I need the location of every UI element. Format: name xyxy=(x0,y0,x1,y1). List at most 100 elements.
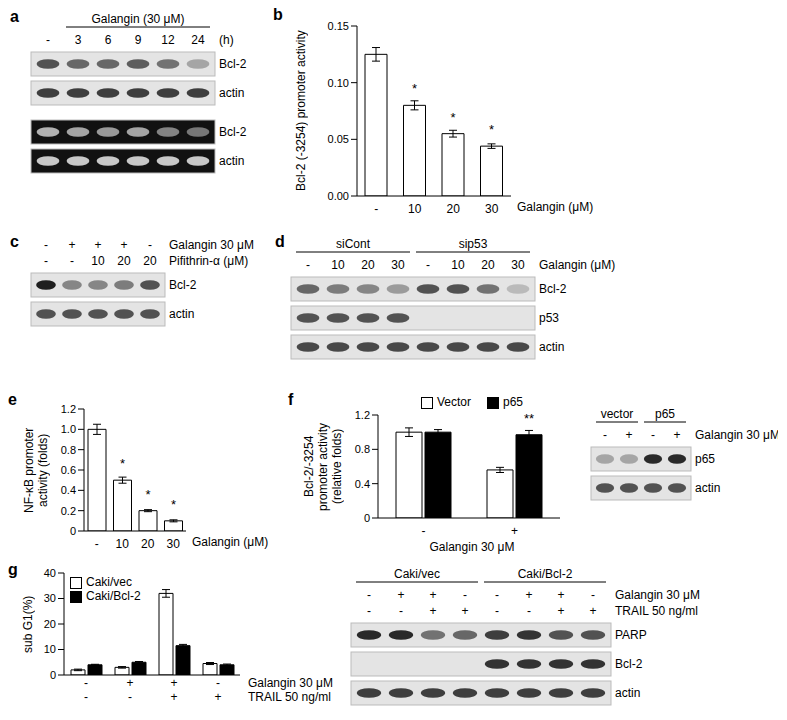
svg-text:+: + xyxy=(126,676,133,690)
svg-text:a: a xyxy=(10,8,19,25)
svg-text:Bcl-2: Bcl-2 xyxy=(539,282,567,296)
svg-text:-: - xyxy=(84,690,88,704)
svg-text:+: + xyxy=(170,690,177,704)
svg-text:-: - xyxy=(46,33,50,47)
svg-text:TRAIL 50 ng/ml: TRAIL 50 ng/ml xyxy=(615,604,698,618)
svg-text:30: 30 xyxy=(511,258,525,272)
svg-text:0.8: 0.8 xyxy=(61,444,76,456)
svg-text:24: 24 xyxy=(191,33,205,47)
svg-text:3: 3 xyxy=(75,33,82,47)
svg-text:-: - xyxy=(495,588,499,602)
svg-text:-: - xyxy=(374,202,378,216)
svg-text:30: 30 xyxy=(485,202,499,216)
svg-text:*: * xyxy=(489,122,494,137)
svg-text:Caki/Bcl-2: Caki/Bcl-2 xyxy=(518,567,573,581)
svg-text:0.8: 0.8 xyxy=(355,443,370,455)
svg-text:c: c xyxy=(10,233,19,250)
svg-text:vector: vector xyxy=(601,407,634,421)
svg-text:Bcl-2: Bcl-2 xyxy=(615,657,643,671)
svg-text:Bcl-2: Bcl-2 xyxy=(219,125,247,139)
svg-text:d: d xyxy=(275,233,285,250)
svg-text:20: 20 xyxy=(117,254,131,268)
svg-text:+: + xyxy=(461,604,468,618)
svg-text:actin: actin xyxy=(615,686,640,700)
svg-text:9: 9 xyxy=(135,33,142,47)
svg-text:actin: actin xyxy=(539,340,564,354)
svg-text:Bcl-2: Bcl-2 xyxy=(219,57,247,71)
svg-text:+: + xyxy=(557,604,564,618)
svg-text:*: * xyxy=(145,487,150,502)
svg-text:sip53: sip53 xyxy=(459,237,488,251)
svg-text:-: - xyxy=(463,588,467,602)
svg-text:0.2: 0.2 xyxy=(61,505,76,517)
svg-text:0.6: 0.6 xyxy=(61,464,76,476)
svg-text:0: 0 xyxy=(70,525,76,537)
svg-text:10: 10 xyxy=(44,643,56,655)
svg-text:0.4: 0.4 xyxy=(61,484,76,496)
svg-text:-: - xyxy=(84,676,88,690)
svg-text:p65: p65 xyxy=(695,452,715,466)
svg-text:0.00: 0.00 xyxy=(328,190,349,202)
svg-text:10: 10 xyxy=(451,258,465,272)
svg-text:0: 0 xyxy=(50,669,56,681)
svg-text:6: 6 xyxy=(105,33,112,47)
svg-text:actin: actin xyxy=(169,307,194,321)
svg-text:30: 30 xyxy=(391,258,405,272)
svg-text:-: - xyxy=(591,588,595,602)
svg-text:Galangin (30 μM): Galangin (30 μM) xyxy=(92,12,185,26)
svg-text:20: 20 xyxy=(141,537,155,551)
svg-text:-: - xyxy=(426,258,430,272)
svg-text:p65: p65 xyxy=(655,407,675,421)
svg-text:-: - xyxy=(128,690,132,704)
svg-text:0.15: 0.15 xyxy=(328,20,349,32)
svg-text:Galangin 30 μM: Galangin 30 μM xyxy=(695,428,778,442)
svg-text:p53: p53 xyxy=(539,311,559,325)
svg-text:12: 12 xyxy=(161,33,175,47)
svg-text:+: + xyxy=(673,428,680,442)
svg-text:-: - xyxy=(367,604,371,618)
svg-text:+: + xyxy=(625,428,632,442)
svg-text:*: * xyxy=(450,110,455,125)
svg-text:-: - xyxy=(44,254,48,268)
svg-text:-: - xyxy=(603,428,607,442)
svg-text:+: + xyxy=(170,676,177,690)
svg-text:-: - xyxy=(399,604,403,618)
svg-text:10: 10 xyxy=(331,258,345,272)
svg-text:1.0: 1.0 xyxy=(61,423,76,435)
svg-text:Pifithrin-α (μM): Pifithrin-α (μM) xyxy=(169,254,248,268)
svg-text:PARP: PARP xyxy=(615,628,647,642)
svg-text:-: - xyxy=(367,588,371,602)
svg-text:0.4: 0.4 xyxy=(355,478,370,490)
svg-text:-: - xyxy=(527,604,531,618)
svg-text:0: 0 xyxy=(364,512,370,524)
svg-text:-: - xyxy=(495,604,499,618)
svg-text:+: + xyxy=(429,604,436,618)
svg-text:20: 20 xyxy=(143,254,157,268)
svg-text:+: + xyxy=(68,238,75,252)
svg-text:0.05: 0.05 xyxy=(328,133,349,145)
svg-text:*: * xyxy=(171,497,176,512)
svg-text:-: - xyxy=(216,676,220,690)
svg-text:+: + xyxy=(214,690,221,704)
svg-text:*: * xyxy=(120,456,125,471)
svg-text:actin: actin xyxy=(219,86,244,100)
svg-text:siCont: siCont xyxy=(336,237,371,251)
svg-text:10: 10 xyxy=(408,202,422,216)
svg-text:+: + xyxy=(120,238,127,252)
svg-text:20: 20 xyxy=(361,258,375,272)
svg-text:actin: actin xyxy=(695,481,720,495)
svg-text:-: - xyxy=(148,238,152,252)
svg-text:20: 20 xyxy=(481,258,495,272)
svg-text:*: * xyxy=(412,81,417,96)
svg-text:+: + xyxy=(557,588,564,602)
svg-text:+: + xyxy=(94,238,101,252)
svg-text:Bcl-2: Bcl-2 xyxy=(169,278,197,292)
svg-text:30: 30 xyxy=(44,592,56,604)
svg-text:-: - xyxy=(70,254,74,268)
svg-text:(h): (h) xyxy=(219,33,234,47)
svg-text:-: - xyxy=(651,428,655,442)
svg-text:**: ** xyxy=(524,411,534,426)
svg-text:Galangin 30 μM: Galangin 30 μM xyxy=(615,588,700,602)
svg-text:-: - xyxy=(95,537,99,551)
svg-text:10: 10 xyxy=(91,254,105,268)
